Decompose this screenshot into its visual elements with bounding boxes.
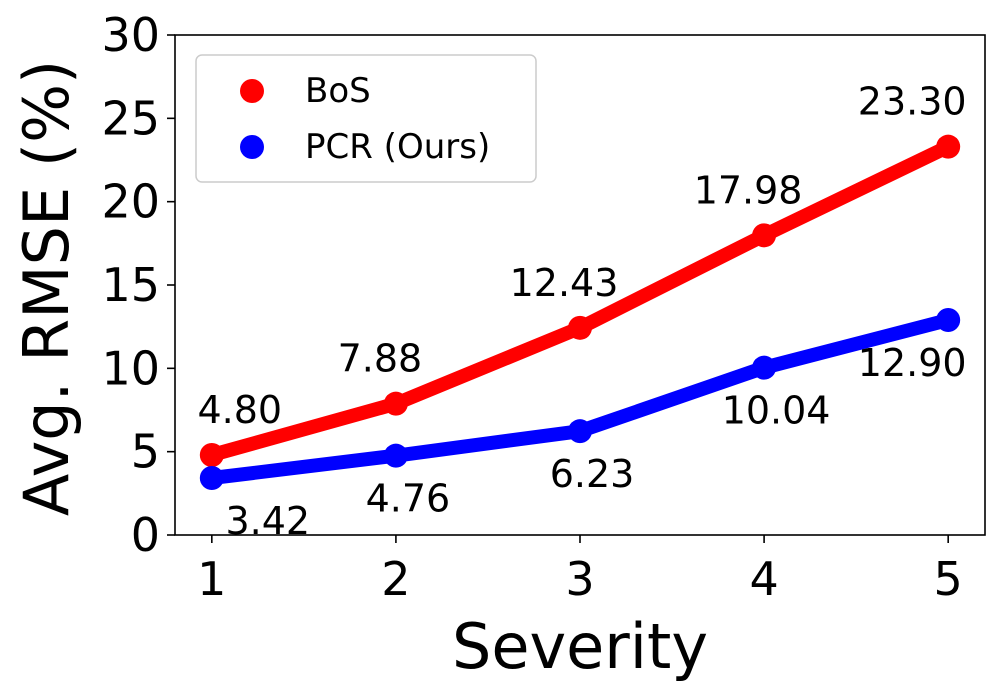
data-point-pcr bbox=[383, 443, 408, 468]
data-point-bos bbox=[568, 315, 592, 340]
data-labels: 4.80 7.88 12.43 17.98 23.30 3.42 4.76 6.23 10.04… bbox=[198, 80, 967, 543]
legend-box bbox=[195, 54, 537, 183]
x-tick-label: 3 bbox=[565, 552, 594, 606]
legend-label-bos: BoS bbox=[305, 71, 371, 111]
data-point-pcr bbox=[752, 355, 777, 380]
legend-label-pcr: PCR (Ours) bbox=[305, 127, 490, 167]
data-label-bos: 23.30 bbox=[858, 80, 967, 124]
data-point-pcr bbox=[199, 466, 224, 490]
data-label-pcr: 12.90 bbox=[858, 341, 967, 385]
data-label-pcr: 3.42 bbox=[226, 499, 311, 543]
y-axis: 0 5 10 15 20 25 30 bbox=[101, 8, 175, 562]
data-label-bos: 17.98 bbox=[694, 168, 803, 212]
data-point-pcr bbox=[936, 308, 961, 332]
x-tick-label: 2 bbox=[381, 552, 410, 606]
y-tick-label: 0 bbox=[131, 508, 160, 562]
data-point-bos bbox=[199, 443, 224, 467]
y-tick-label: 15 bbox=[101, 258, 160, 312]
y-tick-label: 20 bbox=[101, 175, 160, 229]
y-tick-label: 10 bbox=[101, 341, 160, 395]
x-tick-label: 4 bbox=[749, 552, 778, 606]
legend: BoS PCR (Ours) bbox=[195, 54, 537, 183]
data-label-pcr: 10.04 bbox=[722, 389, 831, 433]
legend-marker-pcr bbox=[240, 135, 264, 159]
legend-marker-bos bbox=[240, 79, 264, 103]
y-tick-label: 25 bbox=[101, 91, 160, 145]
y-tick-label: 30 bbox=[101, 8, 160, 62]
x-axis-title: Severity bbox=[452, 610, 708, 683]
x-axis: 1 2 3 4 5 bbox=[197, 535, 963, 606]
y-axis-title: Avg. RMSE (%) bbox=[10, 60, 83, 516]
data-point-bos bbox=[752, 223, 777, 248]
x-tick-label: 5 bbox=[934, 552, 963, 606]
data-label-pcr: 4.76 bbox=[366, 477, 451, 521]
data-label-bos: 12.43 bbox=[510, 261, 619, 305]
y-tick-label: 5 bbox=[131, 425, 160, 479]
x-tick-label: 1 bbox=[197, 552, 226, 606]
data-label-pcr: 6.23 bbox=[550, 452, 635, 496]
data-label-bos: 7.88 bbox=[338, 337, 423, 381]
data-point-pcr bbox=[568, 419, 592, 444]
series-layer bbox=[199, 134, 961, 490]
data-point-bos bbox=[383, 391, 408, 416]
data-point-bos bbox=[936, 134, 961, 159]
data-label-bos: 4.80 bbox=[198, 388, 283, 432]
